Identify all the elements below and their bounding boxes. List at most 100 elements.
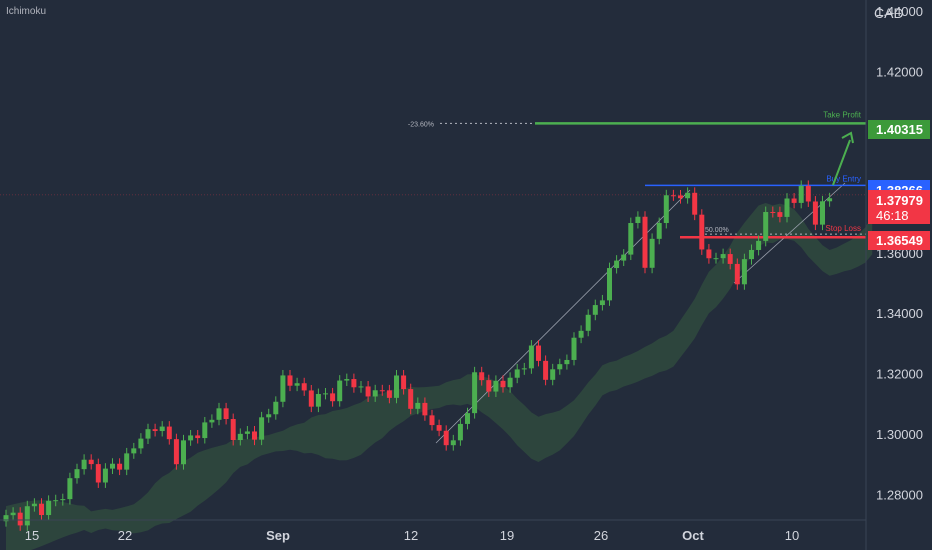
candle-body [663, 195, 669, 224]
entry-label: Buy Entry [826, 174, 861, 183]
candle-body [812, 201, 818, 225]
candle-body [181, 440, 186, 465]
candle-body [436, 425, 442, 431]
candle-body [493, 380, 499, 392]
candle-body [429, 415, 435, 426]
ichimoku-cloud [6, 202, 873, 550]
candle-body [592, 305, 598, 315]
candle-body [727, 254, 733, 264]
x-axis: 15 22 Sep 12 19 26 Oct 10 [25, 528, 799, 543]
candle-body [713, 258, 719, 260]
candle-body [259, 417, 265, 440]
candle-body [315, 393, 321, 407]
candle-body [330, 393, 336, 402]
candle-body [287, 375, 293, 386]
candle-body [450, 440, 456, 446]
candle-body [379, 390, 385, 392]
take-profit-price-tag: 1.40315 [868, 120, 930, 139]
candle-body [741, 259, 747, 285]
y-tick-label: 1.42000 [876, 65, 923, 80]
candle-body [770, 211, 776, 213]
candle-body [628, 223, 634, 255]
candle-body [528, 345, 534, 369]
candle-body [173, 439, 179, 465]
candle-body [301, 383, 307, 391]
candle-body [536, 345, 541, 361]
candle-body [159, 426, 165, 432]
candle-body [599, 300, 605, 306]
candle-body [692, 192, 698, 215]
fib-top-label: -23.60% [408, 121, 434, 128]
candle-body [17, 512, 23, 526]
trend-channel [435, 182, 846, 444]
candle-body [791, 198, 797, 203]
candle-body [805, 185, 811, 202]
candle-body [386, 390, 392, 398]
stop-loss-label: Stop Loss [825, 224, 861, 233]
y-tick-label: 1.30000 [876, 427, 923, 442]
candle-body [443, 430, 449, 446]
candle-body [635, 216, 641, 224]
candle-body [53, 500, 59, 502]
y-axis: 1.280001.300001.320001.340001.360001.400… [876, 4, 923, 502]
indicator-label[interactable]: Ichimoku [6, 6, 47, 17]
candle-body [401, 375, 407, 390]
candle-body [670, 195, 676, 197]
candle-body [465, 413, 470, 424]
candle-body [422, 402, 428, 416]
candle-body [557, 364, 563, 370]
candle-body [479, 372, 485, 381]
cloud-band [6, 202, 873, 550]
candle-body [202, 422, 208, 439]
candle-body [649, 238, 655, 268]
x-tick-label: 10 [785, 528, 799, 543]
candle-body [521, 368, 527, 370]
candle-body [337, 380, 343, 402]
candle-body [543, 360, 549, 380]
candle-body [209, 419, 215, 423]
candle-body [280, 375, 286, 402]
candle-body [237, 433, 243, 441]
candle-body [734, 263, 740, 285]
candle-body [820, 201, 825, 225]
candle-body [507, 377, 513, 388]
candle-body [24, 506, 30, 526]
candle-body [394, 375, 399, 398]
candle-body [699, 214, 705, 250]
candle-body [131, 448, 137, 454]
y-tick-label: 1.28000 [876, 488, 923, 503]
candle-body [230, 419, 236, 441]
candle-body [550, 369, 556, 380]
candle-body [749, 249, 754, 260]
candle-body [756, 240, 762, 250]
candle-body [415, 402, 421, 409]
candle-body [720, 254, 726, 259]
candle-body [223, 408, 229, 420]
candle-body [31, 503, 37, 507]
candle-body [365, 386, 371, 397]
trend-line-upper [733, 182, 846, 284]
candle-body [145, 429, 151, 439]
candle-body [642, 216, 648, 268]
candle-body [706, 249, 712, 259]
candle-body [656, 223, 662, 239]
candle-body [117, 463, 123, 470]
candle-body [344, 379, 350, 381]
candle-body [607, 268, 612, 301]
candle-body [188, 435, 194, 441]
candle-body [372, 390, 378, 397]
candle-body [67, 478, 73, 500]
candle-body [323, 393, 328, 395]
y-tick-label: 1.34000 [876, 306, 923, 321]
candle-body [152, 429, 158, 432]
candle-body [88, 459, 94, 465]
last-price-value: 1.37979 [876, 193, 923, 208]
candle-body [3, 515, 9, 522]
candle-body [621, 254, 627, 261]
trend-line-lower [435, 189, 691, 444]
trade-levels: -23.60% Take Profit Buy Entry 50.00% Stop Lo… [0, 110, 866, 239]
x-tick-label: Sep [266, 528, 290, 543]
candle-body [138, 438, 144, 449]
candle-body [408, 389, 414, 409]
